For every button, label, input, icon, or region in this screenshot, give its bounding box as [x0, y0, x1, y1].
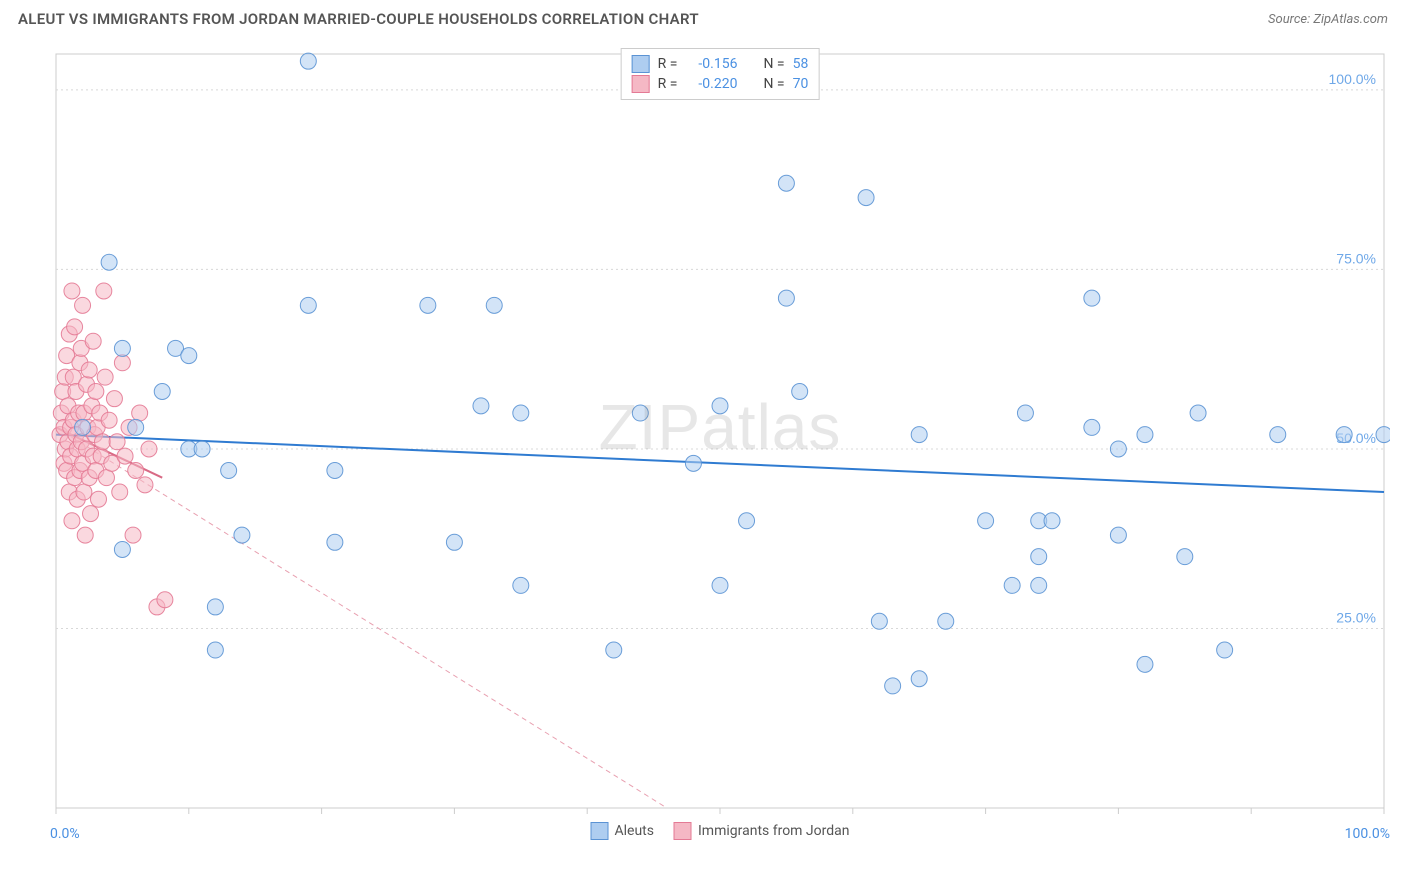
svg-text:25.0%: 25.0% — [1336, 609, 1376, 625]
header: ALEUT VS IMMIGRANTS FROM JORDAN MARRIED-… — [0, 0, 1406, 34]
r-label-1: R = — [658, 56, 678, 72]
chart-container: Married-couple Households ZIPatlas 25.0%… — [50, 48, 1390, 838]
swatch-aleuts — [591, 822, 609, 840]
n-label-2: N = — [763, 76, 784, 92]
n-value-2: 70 — [793, 76, 809, 92]
legend-label-aleuts: Aleuts — [615, 823, 654, 839]
legend-label-jordan: Immigrants from Jordan — [698, 823, 850, 839]
x-axis-min-label: 0.0% — [50, 826, 80, 842]
scatter-plot: 25.0%50.0%75.0%100.0% — [50, 48, 1390, 838]
r-value-2: -0.220 — [685, 76, 737, 92]
legend-row-2: R = -0.220 N = 70 — [632, 75, 809, 93]
r-value-1: -0.156 — [685, 56, 737, 72]
x-axis-max-label: 100.0% — [1345, 826, 1390, 842]
swatch-jordan — [674, 822, 692, 840]
n-label-1: N = — [763, 56, 784, 72]
svg-text:100.0%: 100.0% — [1329, 71, 1376, 87]
legend-item-aleuts: Aleuts — [591, 822, 654, 840]
source-attribution: Source: ZipAtlas.com — [1268, 12, 1388, 27]
legend-item-jordan: Immigrants from Jordan — [674, 822, 850, 840]
svg-text:75.0%: 75.0% — [1336, 250, 1376, 266]
legend-correlation: R = -0.156 N = 58 R = -0.220 N = 70 — [621, 48, 820, 100]
swatch-series-2 — [632, 75, 650, 93]
chart-title: ALEUT VS IMMIGRANTS FROM JORDAN MARRIED-… — [18, 10, 699, 28]
r-label-2: R = — [658, 76, 678, 92]
n-value-1: 58 — [793, 56, 809, 72]
legend-row-1: R = -0.156 N = 58 — [632, 55, 809, 73]
legend-series: Aleuts Immigrants from Jordan — [591, 822, 850, 840]
swatch-series-1 — [632, 55, 650, 73]
